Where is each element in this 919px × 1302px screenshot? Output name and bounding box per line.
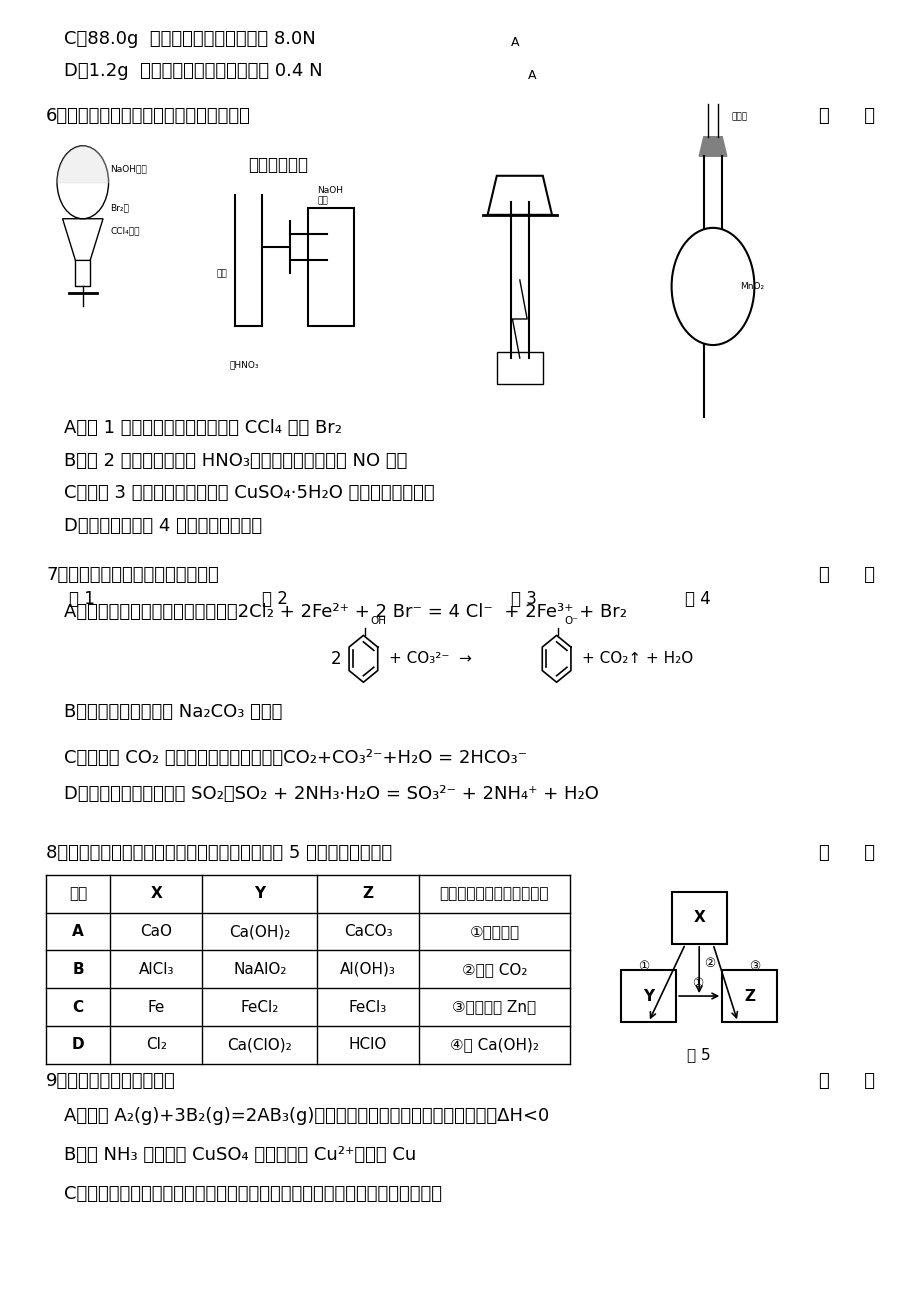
Text: + CO₃²⁻  →: + CO₃²⁻ → xyxy=(389,651,471,667)
Text: C: C xyxy=(73,1000,84,1014)
Text: HClO: HClO xyxy=(348,1038,387,1052)
Text: C．足量的 CO₂ 通入饱和碳酸钠溶液中：CO₂+CO₃²⁻+H₂O = 2HCO₃⁻: C．足量的 CO₂ 通入饱和碳酸钠溶液中：CO₂+CO₃²⁻+H₂O = 2HC… xyxy=(64,749,527,767)
Text: C．用图 3 装置在蒸发皿中灼烧 CuSO₄·5H₂O 晶体以除去结晶水: C．用图 3 装置在蒸发皿中灼烧 CuSO₄·5H₂O 晶体以除去结晶水 xyxy=(64,484,435,503)
Bar xyxy=(23,365,142,586)
Text: 图 2: 图 2 xyxy=(262,590,288,608)
Text: Fe: Fe xyxy=(148,1000,165,1014)
Text: 选项: 选项 xyxy=(69,887,87,901)
Text: ①常温遇水: ①常温遇水 xyxy=(469,924,519,939)
Text: NaOH
溶液: NaOH 溶液 xyxy=(317,186,343,204)
Text: Br₂的: Br₂的 xyxy=(110,204,130,212)
Text: ②: ② xyxy=(704,957,715,970)
Text: C．88.0g  干冰中含有的电子对数为 8.0N: C．88.0g 干冰中含有的电子对数为 8.0N xyxy=(64,30,316,48)
Text: B: B xyxy=(73,962,84,976)
Text: 图 4: 图 4 xyxy=(685,590,710,608)
Text: 可抽动的铜丝: 可抽动的铜丝 xyxy=(248,156,308,174)
Text: X: X xyxy=(151,887,162,901)
Text: ①: ① xyxy=(691,976,702,990)
Text: A．过量氯气通入溴化亚铁溶液中：2Cl₂ + 2Fe²⁺ + 2 Br⁻ = 4 Cl⁻  + 2Fe³⁺ + Br₂: A．过量氯气通入溴化亚铁溶液中：2Cl₂ + 2Fe²⁺ + 2 Br⁻ = 4… xyxy=(64,603,627,621)
Text: 空气: 空气 xyxy=(216,270,227,277)
Text: A．图 1 装置可以用于除去溶解在 CCl₄ 中的 Br₂: A．图 1 装置可以用于除去溶解在 CCl₄ 中的 Br₂ xyxy=(64,419,342,437)
Text: （      ）: （ ） xyxy=(818,1072,874,1090)
Text: Cl₂: Cl₂ xyxy=(146,1038,166,1052)
Text: ④加 Ca(OH)₂: ④加 Ca(OH)₂ xyxy=(449,1038,539,1052)
Text: D．实验室常用图 4 装置制取少量氯气: D．实验室常用图 4 装置制取少量氯气 xyxy=(64,517,262,535)
Text: FeCl₂: FeCl₂ xyxy=(241,1000,278,1014)
Bar xyxy=(308,208,354,326)
Text: O⁻: O⁻ xyxy=(563,616,577,626)
Bar xyxy=(671,892,726,944)
Polygon shape xyxy=(698,137,726,156)
Text: 图 1: 图 1 xyxy=(69,590,95,608)
Text: 7．下列反应的离子方程式正确的是: 7．下列反应的离子方程式正确的是 xyxy=(46,566,219,585)
Text: A: A xyxy=(510,36,518,49)
Text: FeCl₃: FeCl₃ xyxy=(348,1000,387,1014)
Text: 图 3: 图 3 xyxy=(510,590,536,608)
Text: A: A xyxy=(73,924,84,939)
Text: CCl₄溶液: CCl₄溶液 xyxy=(110,227,140,234)
Text: Z: Z xyxy=(743,988,754,1004)
Text: B．将 NH₃ 通入热的 CuSO₄ 溶液中能使 Cu²⁺还原成 Cu: B．将 NH₃ 通入热的 CuSO₄ 溶液中能使 Cu²⁺还原成 Cu xyxy=(64,1146,416,1164)
Text: Ca(ClO)₂: Ca(ClO)₂ xyxy=(227,1038,292,1052)
Text: B．图 2 所示装置微热稀 HNO₃，在广口瓶中可收集 NO 气体: B．图 2 所示装置微热稀 HNO₃，在广口瓶中可收集 NO 气体 xyxy=(64,452,407,470)
Text: NaAlO₂: NaAlO₂ xyxy=(233,962,287,976)
Text: A: A xyxy=(528,69,536,82)
Bar xyxy=(460,365,588,586)
Text: 9．下列叙述中，正确的是: 9．下列叙述中，正确的是 xyxy=(46,1072,176,1090)
Text: D: D xyxy=(72,1038,85,1052)
Text: 箭头上所标数字的反应条件: 箭头上所标数字的反应条件 xyxy=(439,887,549,901)
Text: Y: Y xyxy=(254,887,266,901)
Text: Al(OH)₃: Al(OH)₃ xyxy=(340,962,395,976)
Text: 2: 2 xyxy=(331,650,342,668)
Text: X: X xyxy=(693,910,704,926)
Text: （      ）: （ ） xyxy=(818,844,874,862)
Text: Y: Y xyxy=(642,988,653,1004)
Text: AlCl₃: AlCl₃ xyxy=(139,962,174,976)
Bar xyxy=(634,365,763,586)
Text: B．向苯酚溶液中滴加 Na₂CO₃ 溶液：: B．向苯酚溶液中滴加 Na₂CO₃ 溶液： xyxy=(64,703,282,721)
Text: OH: OH xyxy=(370,616,386,626)
Bar xyxy=(620,970,675,1022)
Text: CaO: CaO xyxy=(141,924,172,939)
Text: D．1.2g  金刚石中含有的碳碳键数为 0.4 N: D．1.2g 金刚石中含有的碳碳键数为 0.4 N xyxy=(64,62,323,81)
Text: CaCO₃: CaCO₃ xyxy=(344,924,391,939)
Text: Ca(OH)₂: Ca(OH)₂ xyxy=(229,924,290,939)
Bar xyxy=(721,970,777,1022)
Text: 8．下表各组物质之间通过一步反应不能实现如图 5 所示转化关系的是: 8．下表各组物质之间通过一步反应不能实现如图 5 所示转化关系的是 xyxy=(46,844,391,862)
Text: 图 5: 图 5 xyxy=(686,1047,710,1062)
Text: 稀HNO₃: 稀HNO₃ xyxy=(230,361,259,368)
Text: + CO₂↑ + H₂O: + CO₂↑ + H₂O xyxy=(582,651,693,667)
Text: （      ）: （ ） xyxy=(818,107,874,125)
Text: NaOH溶液: NaOH溶液 xyxy=(110,165,147,173)
Bar xyxy=(193,365,358,586)
Text: Z: Z xyxy=(362,887,373,901)
Bar xyxy=(496,352,542,384)
Text: ③加入足量 Zn粉: ③加入足量 Zn粉 xyxy=(452,1000,536,1014)
Text: ②通入 CO₂: ②通入 CO₂ xyxy=(461,962,527,976)
Text: 6．下列有关实验原理或实验操作正确的是: 6．下列有关实验原理或实验操作正确的是 xyxy=(46,107,251,125)
Text: D．用过量的冷氨水吸收 SO₂：SO₂ + 2NH₃·H₂O = SO₃²⁻ + 2NH₄⁺ + H₂O: D．用过量的冷氨水吸收 SO₂：SO₂ + 2NH₃·H₂O = SO₃²⁻ +… xyxy=(64,785,598,803)
Text: ①: ① xyxy=(638,960,649,973)
Text: C．钙和镁的氯化物溶液蒸发结晶出来的固体都是水合物，经焙烧得相应无水盐: C．钙和镁的氯化物溶液蒸发结晶出来的固体都是水合物，经焙烧得相应无水盐 xyxy=(64,1185,442,1203)
Text: （      ）: （ ） xyxy=(818,566,874,585)
Text: 浓盐酸: 浓盐酸 xyxy=(731,113,747,121)
Text: A．反应 A₂(g)+3B₂(g)=2AB₃(g)在一定温度下能自发进行，则该反应的ΔH<0: A．反应 A₂(g)+3B₂(g)=2AB₃(g)在一定温度下能自发进行，则该反… xyxy=(64,1107,549,1125)
Text: ③: ③ xyxy=(748,960,759,973)
Text: MnO₂: MnO₂ xyxy=(740,283,764,290)
